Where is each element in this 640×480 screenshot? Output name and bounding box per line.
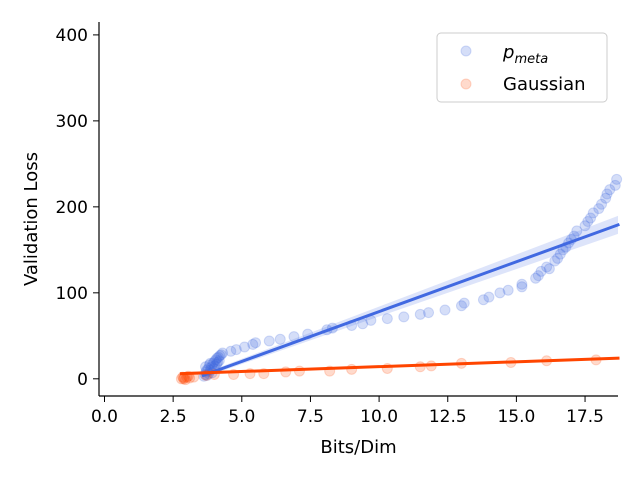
data-point xyxy=(502,284,514,296)
data-point xyxy=(543,263,555,275)
data-point xyxy=(213,355,225,367)
series-points-gaussian xyxy=(175,354,602,386)
x-ticks: 0.0 2.5 5.0 7.5 10.0 12.5 15.0 17.5 xyxy=(91,396,604,427)
data-point xyxy=(250,337,262,349)
legend-label-pmeta-base: p xyxy=(502,42,514,63)
data-point xyxy=(601,188,613,200)
axes: 0.0 2.5 5.0 7.5 10.0 12.5 15.0 17.5 0 100 200 300 4… xyxy=(56,22,618,427)
data-point xyxy=(215,349,227,361)
data-point xyxy=(593,203,605,215)
data-point xyxy=(611,173,623,185)
data-point xyxy=(423,307,435,319)
data-point xyxy=(532,270,544,282)
x-tick-label: 0.0 xyxy=(91,407,118,427)
fit-line-pmeta xyxy=(201,222,620,378)
data-point xyxy=(600,192,612,204)
data-point xyxy=(494,287,506,299)
data-point xyxy=(239,341,251,353)
data-point xyxy=(535,265,547,277)
x-tick-label: 12.5 xyxy=(429,407,467,427)
data-point xyxy=(247,338,259,350)
data-point xyxy=(212,351,224,363)
data-point xyxy=(214,350,226,362)
data-point xyxy=(458,297,470,309)
legend-marker-gaussian xyxy=(460,78,472,90)
data-point xyxy=(439,304,451,316)
legend-label-gaussian: Gaussian xyxy=(503,74,586,95)
data-point xyxy=(346,363,358,375)
data-point xyxy=(225,345,237,357)
x-axis-title: Bits/Dim xyxy=(320,437,396,458)
data-point xyxy=(585,212,597,224)
x-tick-label: 5.0 xyxy=(228,407,255,427)
legend: pmeta Gaussian xyxy=(436,32,608,103)
data-point xyxy=(274,333,286,345)
data-point xyxy=(210,354,222,366)
data-point xyxy=(208,356,220,368)
data-point xyxy=(516,278,528,290)
legend-label-pmeta: pmeta xyxy=(502,42,548,67)
data-point xyxy=(204,357,216,369)
data-point xyxy=(609,179,621,191)
y-tick-label: 0 xyxy=(77,370,88,390)
x-tick-label: 15.0 xyxy=(497,407,535,427)
data-point xyxy=(582,215,594,227)
data-point xyxy=(541,261,553,273)
regression-lines xyxy=(179,222,620,378)
data-point xyxy=(211,352,223,364)
y-tick-label: 400 xyxy=(56,26,88,46)
data-point xyxy=(398,311,410,323)
legend-box xyxy=(436,32,608,103)
series-points-pmeta xyxy=(198,173,623,382)
data-point xyxy=(414,308,426,320)
data-point xyxy=(203,359,215,371)
data-point xyxy=(530,272,542,284)
y-tick-label: 200 xyxy=(56,198,88,218)
y-axis-title: Validation Loss xyxy=(21,152,42,286)
data-point xyxy=(571,225,583,237)
y-tick-label: 100 xyxy=(56,284,88,304)
data-point xyxy=(596,198,608,210)
legend-label-pmeta-subscript: meta xyxy=(514,52,548,67)
data-point xyxy=(217,347,229,359)
x-tick-label: 2.5 xyxy=(160,407,187,427)
x-tick-label: 17.5 xyxy=(566,407,604,427)
data-point xyxy=(455,300,467,312)
data-point xyxy=(263,335,275,347)
data-point xyxy=(483,291,495,303)
scatter-points xyxy=(175,173,623,386)
data-point xyxy=(207,357,219,369)
data-point xyxy=(381,313,393,325)
data-point xyxy=(230,344,242,356)
data-point xyxy=(516,281,528,293)
y-tick-label: 300 xyxy=(56,112,88,132)
data-point xyxy=(477,294,489,306)
data-point xyxy=(579,220,591,232)
y-ticks: 0 100 200 300 400 xyxy=(56,26,99,390)
fit-line-gaussian xyxy=(179,356,620,376)
legend-marker-pmeta xyxy=(460,45,472,57)
plot-area xyxy=(175,173,623,386)
data-point xyxy=(552,252,564,264)
data-point xyxy=(554,248,566,260)
data-point xyxy=(212,356,224,368)
x-tick-label: 7.5 xyxy=(297,407,324,427)
data-point xyxy=(549,255,561,267)
x-tick-label: 10.0 xyxy=(360,407,398,427)
data-point xyxy=(587,207,599,219)
data-point xyxy=(604,184,616,196)
